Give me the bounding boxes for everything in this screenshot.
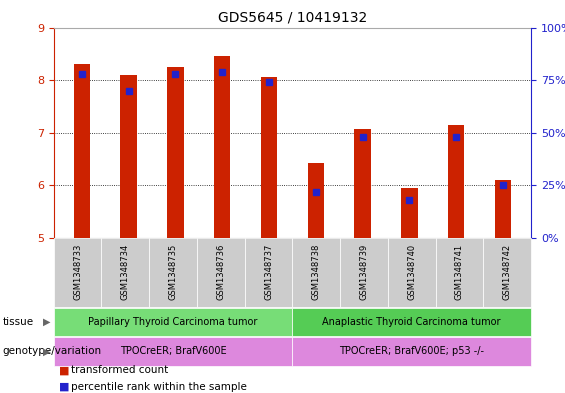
Text: ▶: ▶ [43, 317, 51, 327]
Bar [149, 238, 197, 307]
Bar [73, 64, 90, 238]
Bar [54, 308, 293, 336]
Text: GSM1348736: GSM1348736 [216, 244, 225, 301]
Text: GSM1348742: GSM1348742 [503, 244, 512, 300]
Bar [388, 238, 436, 307]
Bar [340, 238, 388, 307]
Text: GSM1348733: GSM1348733 [73, 244, 82, 301]
Bar [54, 238, 102, 307]
Bar [307, 163, 324, 238]
Bar [436, 238, 484, 307]
Text: transformed count: transformed count [71, 365, 168, 375]
Text: TPOCreER; BrafV600E: TPOCreER; BrafV600E [120, 347, 227, 356]
Text: ■: ■ [59, 382, 70, 392]
Text: GSM1348737: GSM1348737 [264, 244, 273, 301]
Text: Anaplastic Thyroid Carcinoma tumor: Anaplastic Thyroid Carcinoma tumor [323, 317, 501, 327]
Text: ■: ■ [59, 365, 70, 375]
Bar [167, 67, 184, 238]
Bar [197, 238, 245, 307]
Text: ▶: ▶ [43, 347, 51, 356]
Bar [495, 180, 511, 238]
Bar [448, 125, 464, 238]
Bar [293, 308, 531, 336]
Bar [102, 238, 149, 307]
Bar [354, 129, 371, 238]
Bar [120, 75, 137, 238]
Text: GSM1348735: GSM1348735 [168, 244, 177, 300]
Bar [401, 188, 418, 238]
Bar [245, 238, 293, 307]
Text: percentile rank within the sample: percentile rank within the sample [71, 382, 246, 392]
Text: genotype/variation: genotype/variation [3, 347, 102, 356]
Bar [261, 77, 277, 238]
Bar [484, 238, 531, 307]
Text: GSM1348739: GSM1348739 [359, 244, 368, 300]
Text: GSM1348738: GSM1348738 [312, 244, 321, 301]
Bar [214, 57, 231, 238]
Text: GSM1348734: GSM1348734 [121, 244, 130, 300]
Text: GSM1348740: GSM1348740 [407, 244, 416, 300]
Text: GSM1348741: GSM1348741 [455, 244, 464, 300]
Text: Papillary Thyroid Carcinoma tumor: Papillary Thyroid Carcinoma tumor [88, 317, 258, 327]
Text: TPOCreER; BrafV600E; p53 -/-: TPOCreER; BrafV600E; p53 -/- [339, 347, 484, 356]
Text: tissue: tissue [3, 317, 34, 327]
Bar [293, 337, 531, 366]
Bar [293, 238, 340, 307]
Bar [54, 337, 293, 366]
Title: GDS5645 / 10419132: GDS5645 / 10419132 [218, 11, 367, 25]
